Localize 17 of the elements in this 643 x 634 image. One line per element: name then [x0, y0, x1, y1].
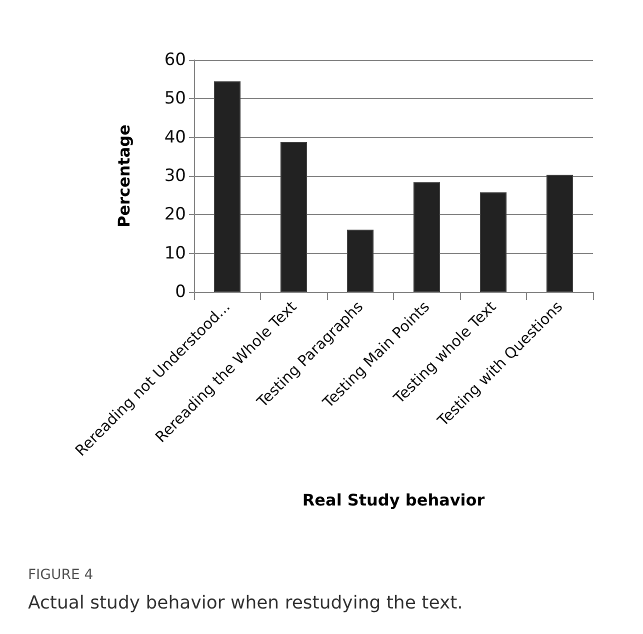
x-axis-title: Real Study behavior — [302, 490, 485, 510]
caption: FIGURE 4 — [28, 567, 94, 583]
y-tick-label: 30 — [164, 166, 186, 186]
y-axis-title: Percentage — [114, 124, 134, 228]
bar — [480, 192, 507, 292]
y-tick-label: 10 — [164, 243, 186, 264]
bar — [214, 81, 241, 292]
y-tick-label: 0 — [175, 282, 186, 302]
y-tick-label: 60 — [164, 50, 186, 70]
y-tick-label: 50 — [164, 88, 186, 109]
bar — [413, 182, 440, 292]
bar — [280, 142, 308, 292]
y-tick-label: 40 — [164, 127, 186, 148]
text: Actual study behavior when restudying the text. — [28, 592, 463, 614]
bar — [346, 230, 374, 292]
y-tick-label: 20 — [164, 204, 186, 225]
bar — [546, 174, 574, 292]
